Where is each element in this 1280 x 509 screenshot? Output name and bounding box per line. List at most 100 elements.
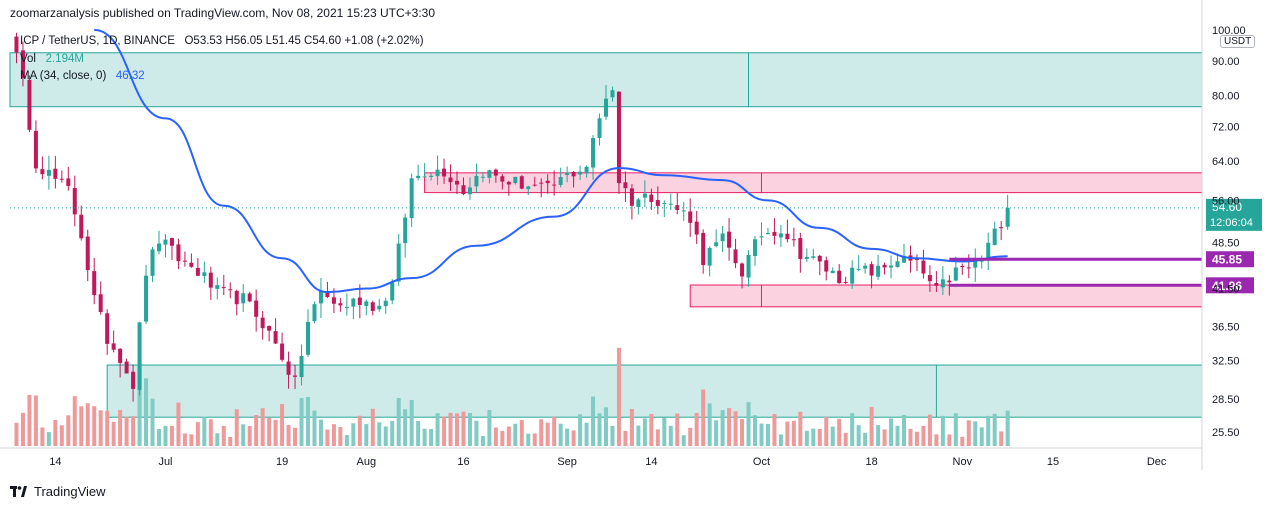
volume-bar (565, 428, 570, 446)
volume-bar (791, 420, 796, 446)
volume-bar (286, 424, 291, 446)
volume-bar (675, 413, 680, 446)
x-tick-label: Dec (1147, 456, 1167, 468)
volume-bar (487, 410, 492, 446)
volume-bar (591, 396, 596, 446)
candle-body (293, 375, 298, 377)
volume-bar (338, 427, 343, 446)
level-label-0: 45.85 (1212, 253, 1242, 267)
candle-body (629, 188, 634, 206)
volume-bar (312, 410, 317, 446)
volume-bar (493, 427, 498, 446)
candle-body (66, 178, 71, 186)
volume-bar (889, 418, 894, 446)
volume-bar (260, 408, 265, 446)
candle-body (273, 331, 278, 344)
candle-body (442, 168, 447, 177)
volume-bar (144, 378, 149, 446)
volume-bar (293, 427, 298, 446)
currency-button[interactable]: USDT (1220, 35, 1256, 48)
volume-bar (830, 426, 835, 446)
volume-bar (241, 424, 246, 446)
level-badge-1 (1206, 277, 1254, 294)
candle-body (552, 184, 557, 186)
volume-bar (169, 425, 174, 446)
volume-bar (27, 394, 32, 446)
candle-body (934, 283, 939, 286)
candle-body (280, 343, 285, 360)
volume-bar (966, 420, 971, 446)
legend-ohlc: O53.53 H56.05 L51.45 C54.60 +1.08 (+2.02… (184, 35, 424, 47)
candle-body (241, 293, 246, 304)
candle-body (79, 214, 84, 239)
candle-body (610, 90, 615, 98)
candle-body (27, 79, 32, 130)
candle-body (733, 249, 738, 264)
volume-bar (280, 403, 285, 446)
candle-body (681, 210, 686, 212)
candle-body (616, 91, 621, 184)
footer-brand-text: TradingView (34, 484, 106, 499)
volume-bar (40, 427, 45, 446)
volume-bar (629, 408, 634, 446)
tradingview-logo-icon (10, 485, 28, 498)
volume-bar (305, 396, 311, 446)
candle-body (124, 361, 129, 374)
price-chart[interactable]: 45.85 41.96 54.60 12:06:04 100.00 90.00 80.00… (0, 0, 1280, 480)
volume-bar (85, 403, 90, 446)
candle-body (940, 279, 945, 288)
volume-bar (752, 415, 758, 446)
candle-body (662, 203, 667, 205)
candle-body (377, 305, 382, 310)
volume-bar (325, 429, 330, 446)
volume-bar (202, 416, 207, 446)
candle-body (850, 267, 855, 284)
volume-bar (623, 430, 628, 446)
y-tick-label: 28.50 (1212, 394, 1240, 406)
candle-body (267, 326, 272, 331)
volume-bar (707, 403, 712, 446)
candle-body (234, 290, 239, 305)
candle-body (545, 180, 550, 184)
volume-bar (79, 406, 84, 446)
volume-bar (163, 425, 168, 446)
legend-symbol: ICP / TetherUS, 1D, BINANCE O53.53 H56.0… (20, 35, 424, 47)
volume-bar (519, 420, 524, 446)
volume-bar (480, 435, 485, 446)
volume-bar (901, 414, 907, 446)
ma-layer (94, 28, 1008, 294)
legend-vol-value: 2.194M (45, 53, 84, 65)
volume-bar (863, 432, 868, 446)
candle-body (228, 289, 233, 291)
volume-bar (422, 428, 427, 446)
y-tick-label: 72.00 (1212, 121, 1240, 133)
candle-body (714, 242, 719, 247)
volume-bar (526, 433, 531, 446)
candle-body (675, 205, 680, 210)
volume-bar (247, 426, 252, 446)
price-badge-value: 54.60 (1212, 200, 1242, 214)
candle-body (286, 361, 291, 375)
volume-bar (467, 413, 472, 446)
candle-body (454, 180, 460, 185)
volume-layer (14, 347, 1010, 446)
volume-bar (131, 416, 136, 446)
footer-brand[interactable]: TradingView (10, 484, 106, 499)
candle-body (14, 36, 19, 53)
volume-bar (765, 423, 770, 446)
volume-bar (882, 429, 887, 446)
legend-ma: MA (34, close, 0) 46.32 (20, 70, 145, 82)
candle-body (636, 199, 641, 207)
volume-bar (403, 409, 408, 446)
y-tick-label: 36.50 (1212, 321, 1240, 333)
volume-bar (584, 422, 589, 446)
volume-bar (416, 421, 421, 446)
candle-body (111, 343, 116, 350)
candle-body (960, 265, 965, 268)
volume-bar (72, 396, 77, 446)
legend-ma-value: 46.32 (115, 70, 145, 82)
candle-body (208, 272, 213, 288)
candle-body (999, 227, 1004, 229)
candle-body (882, 264, 887, 268)
candle-body (701, 232, 706, 265)
